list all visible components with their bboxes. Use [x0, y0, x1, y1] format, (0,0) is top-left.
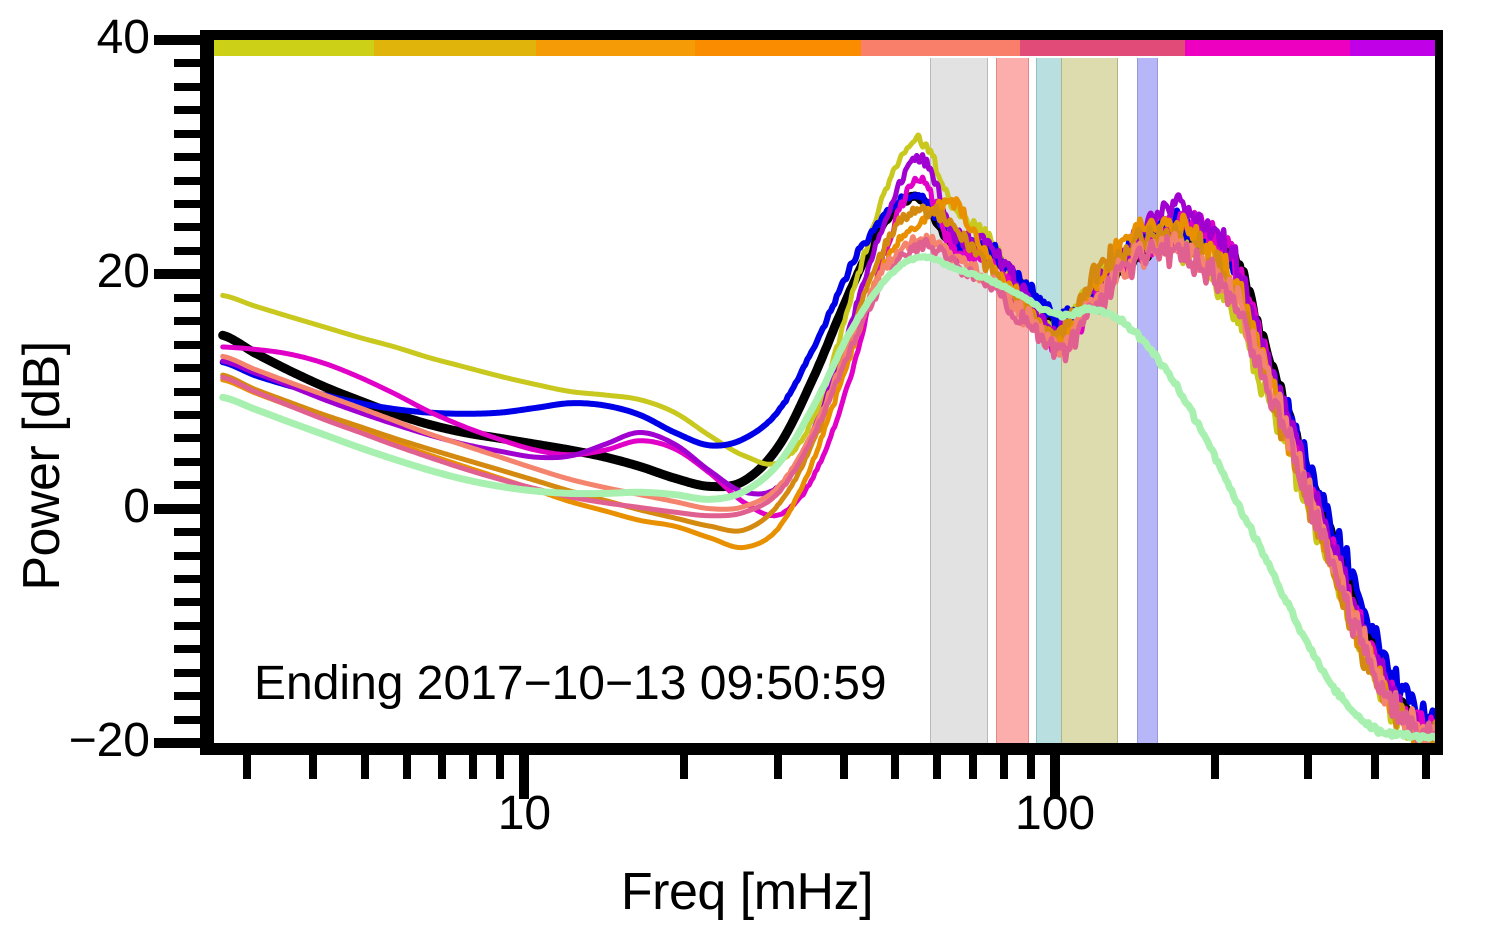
- curve-spectrum-mint: [219, 253, 1435, 743]
- y-tick: [174, 200, 214, 209]
- y-tick: [174, 528, 214, 537]
- y-tick: [174, 340, 214, 349]
- x-tick: [242, 755, 251, 779]
- y-tick: [174, 223, 214, 232]
- y-tick: [154, 738, 214, 748]
- x-tick: [1370, 755, 1379, 779]
- x-tick: [360, 755, 369, 779]
- y-tick: [174, 551, 214, 560]
- y-tick: [174, 621, 214, 630]
- colorbar-segment-3: [695, 40, 861, 56]
- annotation-text: Ending 2017−10−13 09:50:59: [254, 657, 887, 710]
- y-tick: [174, 176, 214, 185]
- x-tick: [519, 755, 530, 799]
- plot-canvas: Ending 2017−10−13 09:50:59: [214, 40, 1435, 743]
- y-tick: [154, 269, 214, 280]
- x-tick: [933, 755, 942, 779]
- colorbar-segment-5: [1020, 40, 1186, 56]
- band-pink: [996, 58, 1029, 743]
- colorbar-segment-1: [373, 40, 536, 56]
- x-tick: [680, 755, 689, 779]
- y-tick: [174, 82, 214, 91]
- colorbar-segment-7: [1350, 40, 1435, 56]
- x-tick: [1026, 755, 1035, 779]
- y-tick: [174, 293, 214, 302]
- x-tick: [999, 755, 1008, 779]
- y-tick: [174, 715, 214, 724]
- colorbar-segment-0: [214, 40, 374, 56]
- x-tick: [469, 755, 477, 779]
- y-tick: [174, 59, 214, 68]
- x-axis-label: Freq [mHz]: [620, 863, 874, 921]
- x-tick: [1210, 755, 1219, 779]
- plot-area: Ending 2017−10−13 09:50:59: [154, 30, 1443, 799]
- y-tick: [174, 153, 214, 162]
- colorbar-segment-4: [860, 40, 1021, 56]
- y-tick-label-0: 40: [96, 11, 150, 64]
- colorbar-segment-2: [535, 40, 696, 56]
- band-gray: [929, 58, 988, 743]
- y-axis-label: Power [dB]: [13, 341, 71, 591]
- y-tick: [174, 106, 214, 115]
- x-tick: [773, 755, 782, 779]
- y-tick: [154, 503, 214, 514]
- curve-spectrum-rose: [220, 234, 1435, 743]
- x-tick: [1421, 755, 1430, 779]
- y-tick: [174, 246, 214, 255]
- band-khaki: [1060, 58, 1118, 743]
- y-tick: [174, 645, 214, 654]
- y-tick: [174, 692, 214, 701]
- y-tick: [174, 598, 214, 607]
- spectra-curves: [218, 132, 1435, 743]
- y-tick: [174, 129, 214, 138]
- y-tick-label-3: −20: [68, 714, 150, 767]
- y-tick-label-2: 0: [123, 479, 150, 533]
- y-tick: [174, 364, 214, 373]
- y-tick: [174, 410, 214, 419]
- x-tick: [438, 755, 447, 779]
- y-tick: [174, 668, 214, 677]
- y-tick: [174, 481, 214, 490]
- x-tick: [839, 755, 848, 779]
- x-tick: [496, 755, 505, 779]
- colorbar-segment-6: [1185, 40, 1351, 56]
- x-tick: [891, 755, 900, 779]
- x-tick: [309, 755, 318, 779]
- x-tick: [1050, 755, 1061, 799]
- x-tick: [1304, 755, 1313, 779]
- y-tick: [174, 457, 214, 466]
- y-tick-label-1: 20: [96, 245, 150, 299]
- x-tick: [402, 755, 411, 779]
- y-tick: [154, 35, 214, 45]
- y-tick: [174, 574, 214, 583]
- y-tick: [174, 317, 214, 326]
- y-tick: [174, 387, 214, 396]
- y-tick: [174, 434, 214, 443]
- x-tick: [968, 755, 977, 779]
